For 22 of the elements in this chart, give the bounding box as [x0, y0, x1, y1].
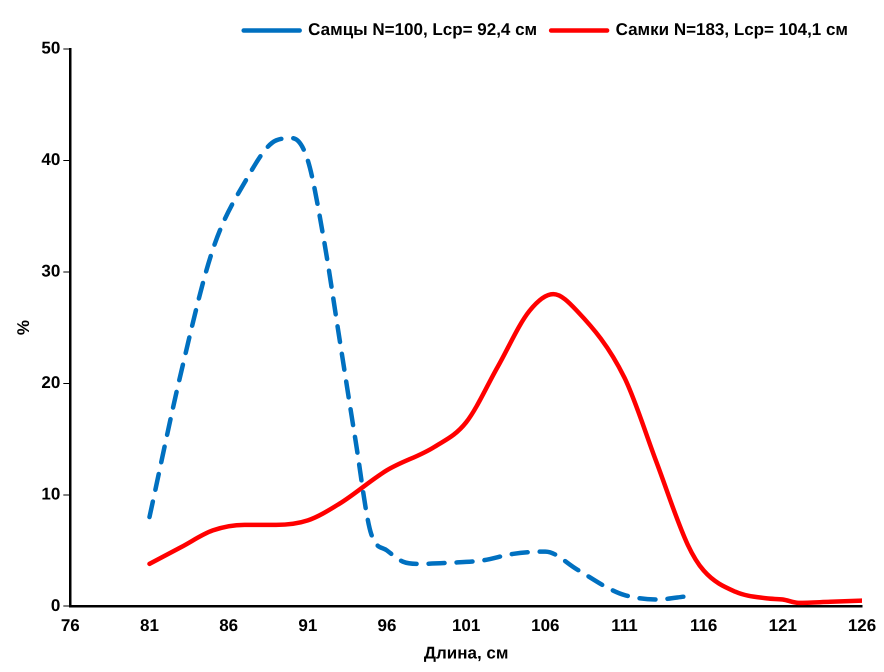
y-tick-label: 10 — [41, 484, 60, 504]
x-axis-title: Длина, см — [424, 643, 508, 662]
x-tick-label: 76 — [60, 616, 80, 636]
x-tick-label: 101 — [452, 616, 480, 636]
x-tick-label: 86 — [219, 616, 238, 636]
x-tick-label: 106 — [531, 616, 560, 636]
y-tick-label: 50 — [41, 38, 60, 58]
y-axis-title: % — [14, 320, 33, 336]
x-tick-label: 126 — [848, 616, 876, 636]
legend-label: Самцы N=100, Lср= 92,4 см — [308, 20, 538, 40]
y-tick-label: 20 — [41, 373, 60, 392]
x-tick-label: 111 — [611, 616, 638, 636]
x-tick-label: 81 — [140, 616, 159, 636]
x-tick-label: 121 — [768, 616, 798, 636]
line-series — [147, 292, 862, 606]
y-tick-label: 40 — [41, 150, 60, 170]
x-tick-label: 116 — [690, 616, 718, 636]
x-tick-label: 91 — [298, 616, 318, 636]
x-tick-label: 96 — [378, 616, 396, 636]
y-tick-label: 0 — [50, 596, 60, 615]
legend-label: Самки N=183, Lср= 104,1 см — [616, 20, 848, 40]
y-tick-label: 30 — [41, 262, 60, 281]
